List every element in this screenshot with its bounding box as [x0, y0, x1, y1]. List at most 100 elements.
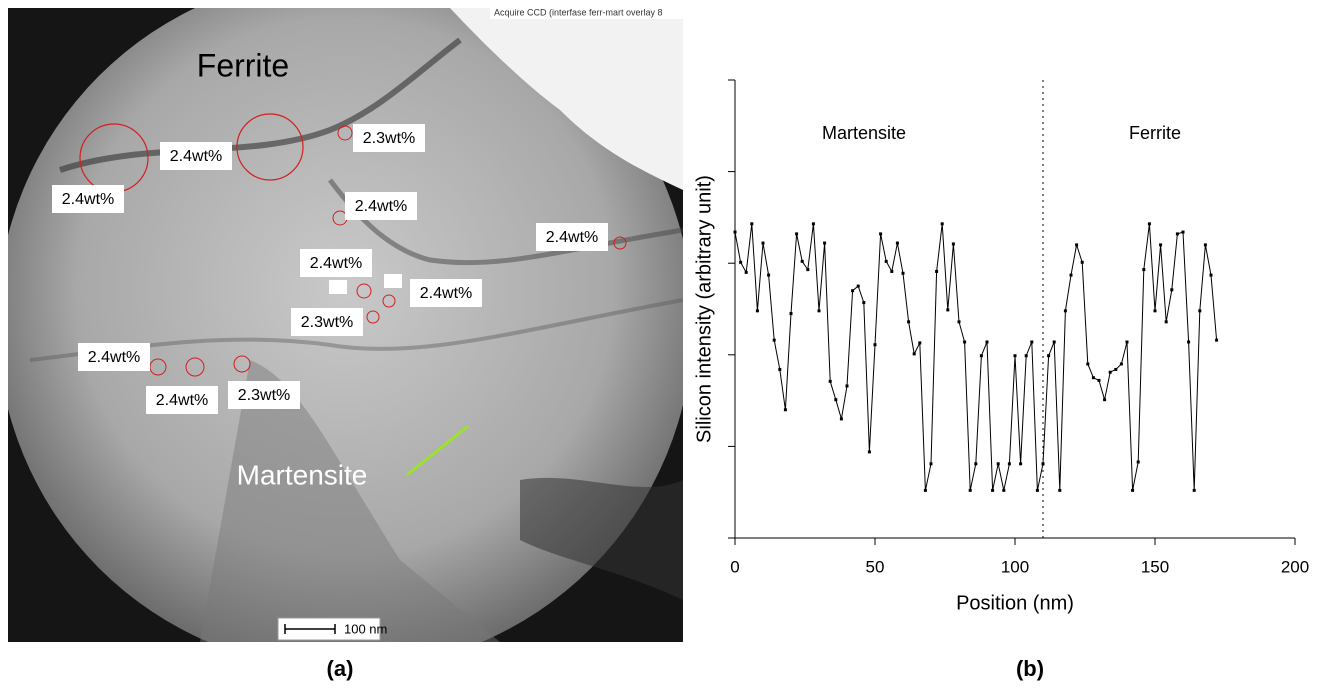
data-point: [1024, 354, 1028, 358]
data-point: [1187, 340, 1191, 344]
data-point: [1119, 362, 1123, 366]
data-point: [817, 309, 821, 313]
label-box: [536, 223, 608, 251]
data-point: [985, 340, 989, 344]
concentration-label: 2.4wt%: [420, 285, 472, 302]
data-point: [772, 338, 776, 342]
data-point: [806, 268, 810, 272]
panel-label: (a): [327, 656, 354, 681]
image-header: Acquire CCD (interfase ferr-mart overlay…: [494, 7, 663, 17]
data-point: [1175, 232, 1179, 236]
data-point: [733, 230, 737, 234]
data-point: [1035, 488, 1039, 492]
data-point: [968, 488, 972, 492]
data-point: [1215, 338, 1219, 342]
data-point: [1170, 288, 1174, 292]
data-point: [890, 269, 894, 273]
data-point: [1203, 243, 1207, 247]
data-point: [1047, 354, 1051, 358]
data-point: [1086, 362, 1090, 366]
data-point: [1192, 488, 1196, 492]
data-point: [923, 488, 927, 492]
data-point: [744, 270, 748, 274]
x-tick-label: 100: [1001, 557, 1029, 576]
data-point: [1198, 309, 1202, 313]
data-point: [839, 417, 843, 421]
data-point: [974, 462, 978, 466]
data-point: [1153, 309, 1157, 313]
region-label: Ferrite: [197, 47, 289, 83]
data-point: [1147, 222, 1151, 226]
scale-bar: [284, 624, 336, 634]
x-tick-label: 0: [730, 557, 739, 576]
data-point: [800, 259, 804, 263]
data-point: [750, 222, 754, 226]
label-box: [300, 249, 372, 277]
data-point: [1125, 340, 1129, 344]
data-point: [901, 271, 905, 275]
data-point: [755, 309, 759, 313]
data-line: [734, 223, 1218, 491]
data-point: [996, 462, 1000, 466]
label-box: [52, 185, 124, 213]
data-point: [1069, 273, 1073, 277]
data-point: [828, 379, 832, 383]
x-tick-label: 50: [866, 557, 885, 576]
label-box: [146, 386, 218, 414]
data-point: [1007, 462, 1011, 466]
data-point: [811, 222, 815, 226]
data-point: [951, 242, 955, 246]
data-point: [1063, 309, 1067, 313]
data-point: [918, 341, 922, 345]
data-point: [873, 343, 877, 347]
label-box: [353, 124, 425, 152]
data-point: [957, 320, 961, 324]
region-annotation: Ferrite: [1129, 123, 1181, 143]
concentration-label: 2.4wt%: [170, 148, 222, 165]
data-point: [783, 408, 787, 412]
data-point: [979, 354, 983, 358]
data-point: [1114, 367, 1118, 371]
data-point: [1097, 378, 1101, 382]
label-box: [410, 279, 482, 307]
concentration-label: 2.3wt%: [301, 314, 353, 331]
scale-bar-label: 100 nm: [344, 621, 387, 636]
data-point: [884, 259, 888, 263]
x-tick-label: 200: [1281, 557, 1309, 576]
data-point: [761, 241, 765, 245]
data-point: [845, 384, 849, 388]
data-point: [739, 260, 743, 264]
data-point: [867, 450, 871, 454]
x-tick-label: 150: [1141, 557, 1169, 576]
data-point: [935, 269, 939, 273]
panel-label: (b): [1016, 656, 1044, 681]
label-box: [160, 142, 232, 170]
label-box: [291, 308, 363, 336]
data-point: [879, 232, 883, 236]
concentration-label: 2.4wt%: [156, 392, 208, 409]
data-point: [929, 462, 933, 466]
data-point: [1131, 488, 1135, 492]
data-point: [778, 367, 782, 371]
data-point: [1019, 462, 1023, 466]
data-point: [1103, 398, 1107, 402]
data-point: [1075, 243, 1079, 247]
region-label: Martensite: [237, 459, 368, 490]
data-point: [823, 241, 827, 245]
data-point: [1108, 370, 1112, 374]
data-point: [895, 241, 899, 245]
data-point: [1052, 340, 1056, 344]
data-point: [1080, 260, 1084, 264]
concentration-label: 2.3wt%: [363, 130, 415, 147]
concentration-labels: 2.4wt% 2.4wt% 2.3wt% 2.4wt% 2.4wt% 2.4wt% 2.4w…: [52, 124, 608, 414]
data-point: [862, 301, 866, 305]
data-point: [795, 232, 799, 236]
concentration-label: 2.4wt%: [88, 349, 140, 366]
data-point: [767, 273, 771, 277]
data-point: [1159, 243, 1163, 247]
data-point: [991, 488, 995, 492]
data-point: [1013, 354, 1017, 358]
data-point: [963, 340, 967, 344]
